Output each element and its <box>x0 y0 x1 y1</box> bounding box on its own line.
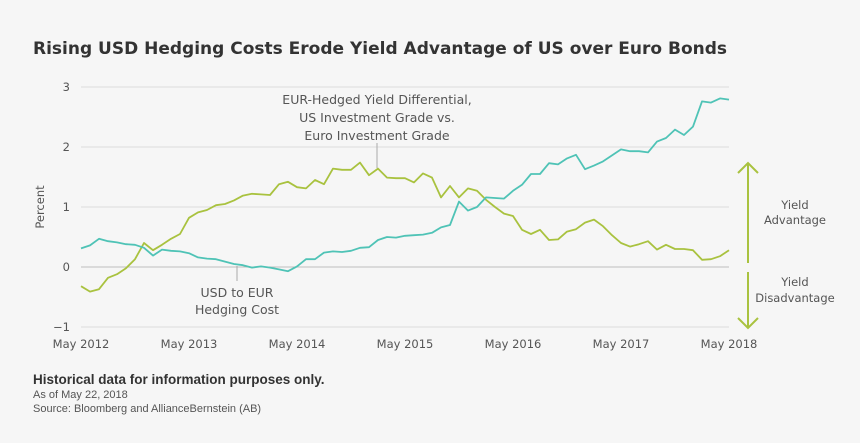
advantage-label-line1: Yield <box>780 198 808 212</box>
x-tick-label: May 2018 <box>701 337 758 351</box>
x-tick-label: May 2015 <box>377 337 434 351</box>
gridlines <box>81 86 729 328</box>
x-axis-ticks: May 2012 May 2013 May 2014 May 2015 May 2016… <box>53 337 758 351</box>
yield-disadvantage-arrow <box>737 272 759 330</box>
disadvantage-label-line2: Disadvantage <box>755 291 834 305</box>
y-tick-label: −1 <box>53 320 70 334</box>
footer-as-of: As of May 22, 2018 <box>33 389 128 401</box>
chart-title: Rising USD Hedging Costs Erode Yield Adv… <box>33 39 727 59</box>
series-line-hedging-cost <box>80 97 730 273</box>
differential-label-line2: US Investment Grade vs. <box>299 110 455 125</box>
y-axis-label: Percent <box>33 185 47 229</box>
y-axis-ticks: 3 2 1 0 −1 <box>53 80 70 334</box>
differential-label-line1: EUR-Hedged Yield Differential, <box>282 92 471 107</box>
advantage-label-line2: Advantage <box>764 213 826 227</box>
x-tick-label: May 2013 <box>161 337 218 351</box>
series-line-yield-differential <box>80 161 730 293</box>
yield-advantage-arrow <box>737 161 759 263</box>
x-tick-label: May 2012 <box>53 337 110 351</box>
differential-label-line3: Euro Investment Grade <box>304 128 450 143</box>
y-tick-label: 3 <box>63 80 70 94</box>
series-lines <box>80 97 730 293</box>
footer-source: Source: Bloomberg and AllianceBernstein … <box>33 403 261 415</box>
x-tick-label: May 2014 <box>269 337 326 351</box>
y-tick-label: 0 <box>63 260 70 274</box>
disadvantage-label-line1: Yield <box>780 275 808 289</box>
y-tick-label: 1 <box>63 200 70 214</box>
hedging-label-line1: USD to EUR <box>201 285 274 300</box>
x-tick-label: May 2017 <box>593 337 650 351</box>
y-tick-label: 2 <box>63 140 70 154</box>
x-tick-label: May 2016 <box>485 337 542 351</box>
footer-note: Historical data for information purposes… <box>33 372 325 387</box>
hedging-label-line2: Hedging Cost <box>195 302 279 317</box>
